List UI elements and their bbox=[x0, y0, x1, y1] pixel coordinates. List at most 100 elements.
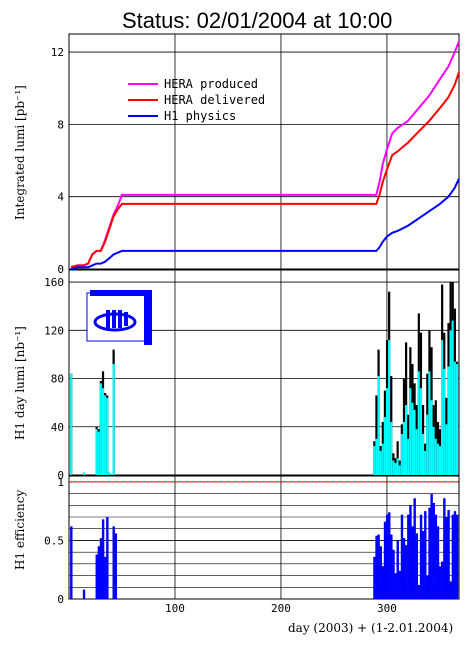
chart-marks bbox=[70, 40, 460, 599]
bar-day-lumi-fill bbox=[438, 446, 442, 475]
bar-day-lumi-fill bbox=[112, 364, 115, 475]
bar-day-lumi-fill bbox=[390, 421, 393, 475]
x-tick-label: 300 bbox=[377, 602, 397, 615]
bar-day-lumi-fill bbox=[426, 414, 429, 475]
bar-day-lumi-fill bbox=[405, 405, 408, 475]
panel-integrated-frame bbox=[68, 33, 460, 270]
y-tick-label: 0 bbox=[57, 593, 64, 606]
bar-day-lumi-fill bbox=[455, 364, 459, 475]
bar-day-lumi-fill bbox=[101, 388, 105, 475]
bar-day-lumi-fill bbox=[99, 383, 102, 475]
bar-efficiency bbox=[447, 509, 450, 599]
y-tick-label: 12 bbox=[51, 46, 64, 59]
series-line bbox=[70, 40, 460, 269]
bar-day-lumi-fill bbox=[398, 465, 401, 475]
bar-efficiency bbox=[97, 546, 101, 599]
bar-efficiency bbox=[436, 526, 440, 599]
y-tick-label: 120 bbox=[44, 324, 64, 337]
bar-efficiency bbox=[426, 575, 429, 599]
bar-efficiency bbox=[101, 519, 105, 599]
legend-label-produced: HERA produced bbox=[164, 77, 258, 91]
bar-day-lumi-fill bbox=[385, 388, 389, 475]
bar-day-lumi-fill bbox=[449, 330, 452, 475]
bar-day-lumi-fill bbox=[447, 366, 450, 475]
bar-efficiency bbox=[375, 535, 378, 599]
y-tick-label: 40 bbox=[51, 421, 64, 434]
bar-efficiency bbox=[383, 521, 387, 599]
bar-day-lumi bbox=[434, 400, 437, 475]
bar-efficiency bbox=[407, 514, 410, 599]
bar-day-lumi-fill bbox=[377, 376, 380, 475]
bar-efficiency bbox=[99, 538, 103, 599]
bar-efficiency bbox=[424, 511, 427, 599]
y-axis-label-integrated: Integrated lumi [pb⁻¹] bbox=[13, 85, 27, 220]
bar-day-lumi-fill bbox=[415, 429, 418, 475]
bar-day-lumi-fill bbox=[436, 443, 440, 475]
bar-day-lumi-fill bbox=[409, 388, 412, 475]
bar-day-lumi-fill bbox=[108, 472, 111, 475]
bar-efficiency bbox=[445, 517, 448, 599]
y-tick-label: 8 bbox=[57, 118, 64, 131]
bar-efficiency bbox=[409, 505, 412, 599]
bar-efficiency bbox=[70, 526, 73, 599]
bar-day-lumi-fill bbox=[421, 434, 425, 475]
bar-day-lumi-fill bbox=[383, 417, 387, 475]
bar-efficiency bbox=[381, 566, 385, 599]
bar-efficiency bbox=[455, 514, 459, 599]
bar-day-lumi-fill bbox=[419, 388, 423, 475]
y-axis-label-day-lumi: H1 day lumi [nb⁻¹] bbox=[13, 326, 27, 440]
bar-day-lumi-fill bbox=[95, 429, 98, 475]
x-tick-label: 100 bbox=[165, 602, 185, 615]
bar-day-lumi-fill bbox=[373, 446, 376, 475]
y-tick-label: 0.5 bbox=[44, 534, 64, 547]
bar-efficiency bbox=[417, 584, 421, 599]
bar-efficiency bbox=[413, 498, 416, 599]
bar-efficiency bbox=[438, 566, 442, 599]
bar-day-lumi-fill bbox=[400, 434, 403, 475]
bar-efficiency bbox=[104, 556, 107, 599]
bar-day-lumi-fill bbox=[106, 397, 109, 475]
bar-efficiency bbox=[451, 514, 455, 599]
bar-efficiency bbox=[428, 507, 431, 599]
bar-efficiency bbox=[396, 540, 399, 599]
bar-day-lumi-fill bbox=[375, 438, 378, 475]
bar-day-lumi-fill bbox=[396, 458, 399, 475]
bar-efficiency bbox=[82, 589, 86, 599]
bar-efficiency bbox=[402, 538, 406, 599]
bar-day-lumi-fill bbox=[424, 450, 427, 475]
bar-efficiency bbox=[453, 511, 457, 599]
bar-efficiency bbox=[385, 514, 389, 599]
bar-efficiency bbox=[390, 534, 393, 599]
bar-day-lumi-fill bbox=[402, 421, 406, 475]
bar-day-lumi-fill bbox=[407, 438, 410, 475]
bar-day-lumi-fill bbox=[394, 462, 397, 475]
bar-day-lumi-fill bbox=[413, 409, 416, 475]
bar-day-lumi-fill bbox=[434, 438, 437, 475]
bar-day-lumi-fill bbox=[379, 450, 382, 475]
y-tick-label: 0 bbox=[57, 469, 64, 482]
series-line bbox=[70, 71, 460, 269]
x-axis-label: day (2003) + (1-2.01.2004) bbox=[288, 621, 453, 635]
y-axis-label-efficiency: H1 efficiency bbox=[13, 490, 27, 570]
bar-day-lumi-fill bbox=[97, 431, 100, 475]
bar-day-lumi-fill bbox=[441, 339, 444, 475]
bar-efficiency bbox=[388, 512, 391, 599]
legend-label-h1: H1 physics bbox=[164, 109, 236, 123]
legend-label-delivered: HERA delivered bbox=[164, 93, 265, 107]
bar-efficiency bbox=[373, 556, 376, 599]
bar-day-lumi-fill bbox=[82, 472, 86, 475]
bar-efficiency bbox=[419, 514, 423, 599]
bar-efficiency bbox=[95, 554, 98, 599]
bar-day-lumi-fill bbox=[451, 320, 454, 475]
bar-day-lumi-fill bbox=[388, 339, 391, 475]
bar-day-lumi-fill bbox=[104, 395, 107, 475]
bar-day-lumi-fill bbox=[430, 400, 433, 475]
bar-day-lumi-fill bbox=[443, 368, 446, 475]
bar-day-lumi-fill bbox=[392, 460, 395, 475]
bar-efficiency bbox=[441, 561, 444, 599]
bar-efficiency bbox=[106, 517, 109, 599]
bar-efficiency bbox=[421, 531, 425, 599]
